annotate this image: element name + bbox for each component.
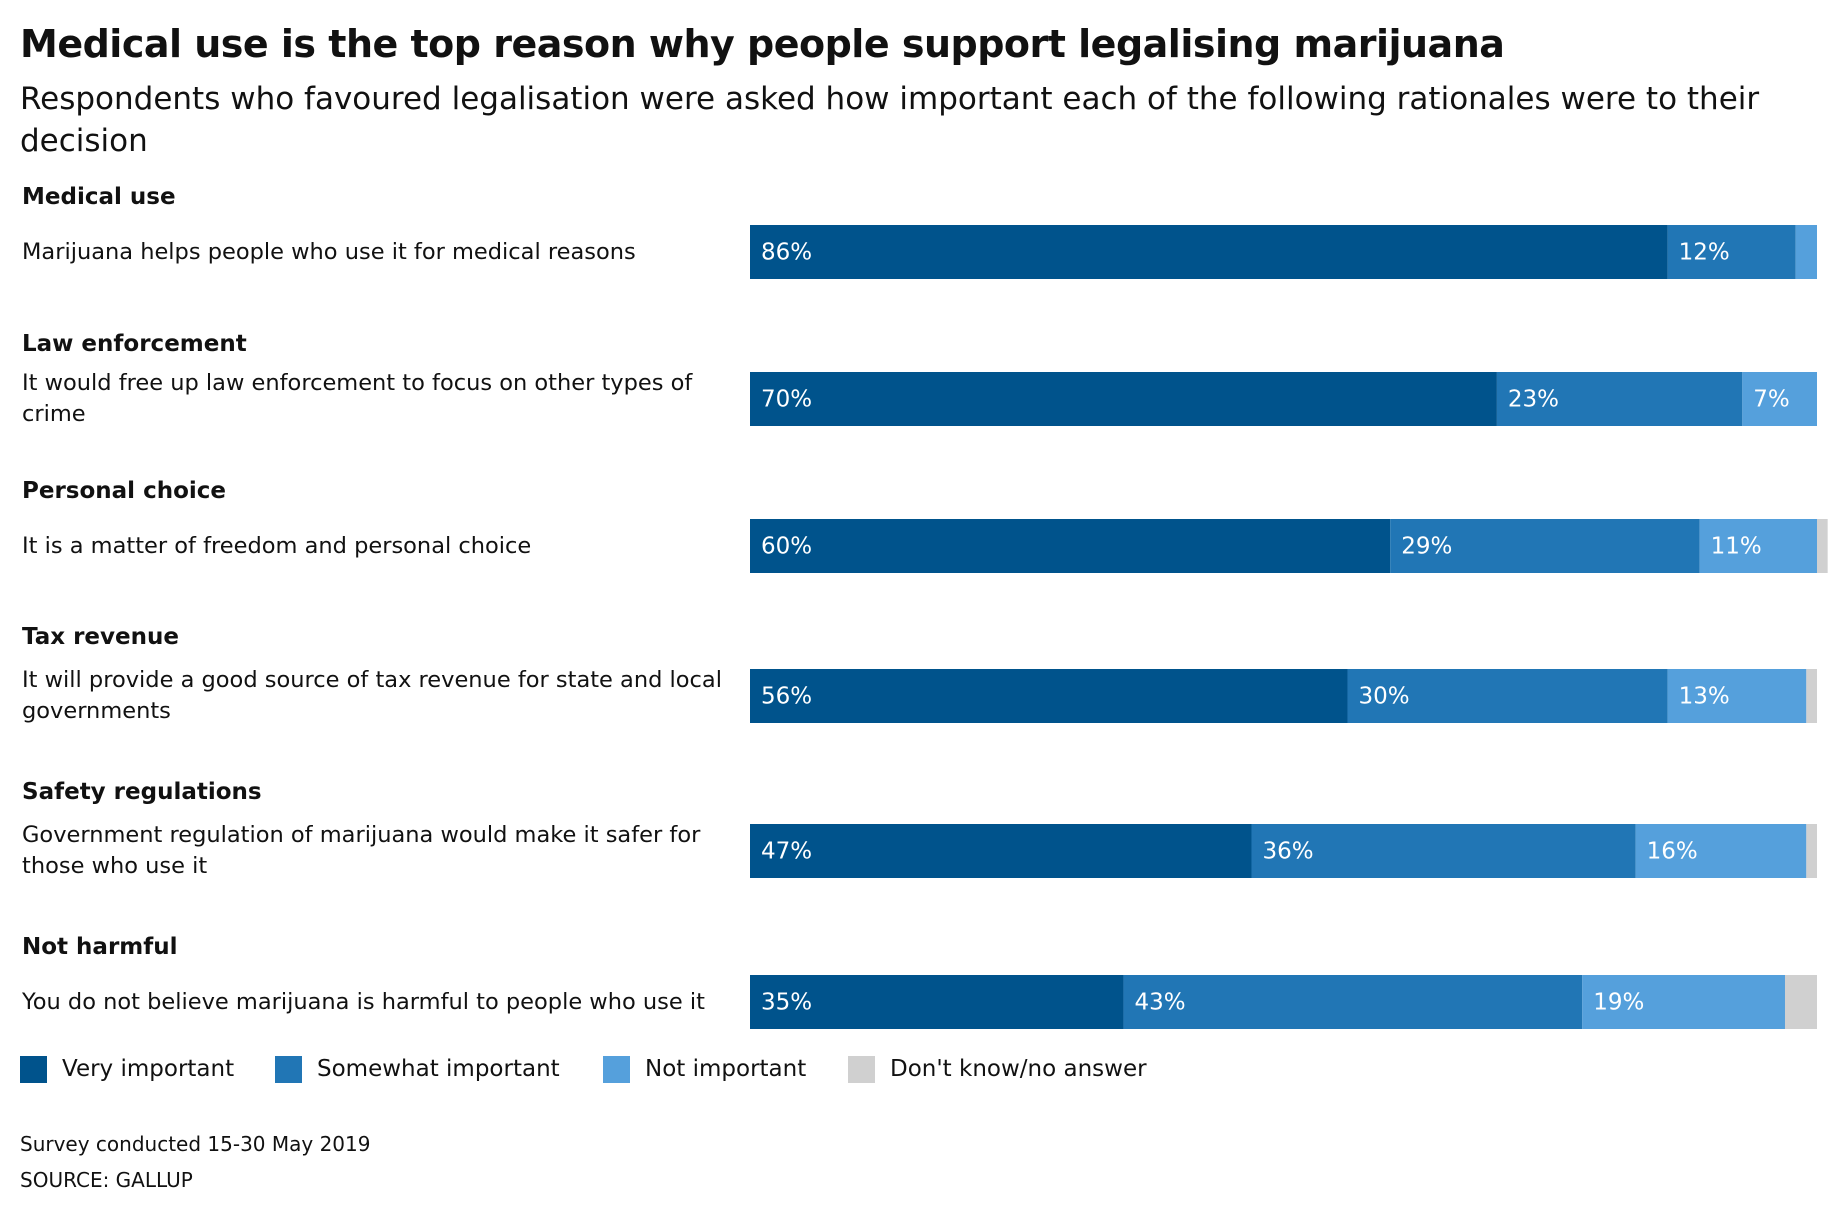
bar-segment [1123,975,1583,1029]
bar-segment [750,824,1252,878]
bar-segment [1347,669,1668,723]
value-label: 13% [1679,684,1730,710]
value-label: 29% [1401,534,1452,560]
category-label: It would free up law enforcement to focu… [22,370,693,427]
value-label: 19% [1593,990,1644,1016]
value-label: 43% [1134,990,1185,1016]
group-label: Safety regulations [22,779,262,805]
chart-subtitle: Respondents who favoured legalisation we… [20,81,1760,159]
bar-segment [1795,225,1817,279]
group-label: Law enforcement [22,331,247,357]
bar-segment [750,669,1348,723]
bar-segment [1667,225,1796,279]
value-label: 70% [761,387,812,413]
legend-label: Somewhat important [317,1056,560,1082]
bar-segment [750,372,1497,426]
group-label: Personal choice [22,478,227,504]
bar-segment [1742,372,1817,426]
value-label: 60% [761,534,812,560]
bar-segment [1390,519,1700,573]
value-label: 30% [1359,684,1410,710]
bar-segment [1635,824,1807,878]
group-label: Medical use [22,184,176,210]
bar-segment [1667,669,1807,723]
value-label: 35% [761,990,812,1016]
bar-segment [750,519,1391,573]
value-label: 86% [761,240,812,266]
bar-segment [1784,975,1817,1029]
group-label: Not harmful [22,934,178,960]
source: SOURCE: GALLUP [20,1168,193,1192]
value-label: 23% [1508,387,1559,413]
bar-segment [1496,372,1743,426]
bar-segment [750,975,1124,1029]
value-label: 36% [1262,839,1313,865]
category-label: Government regulation of marijuana would… [22,822,701,879]
legend-swatch [20,1056,47,1083]
legend-swatch [603,1056,630,1083]
value-label: 7% [1753,387,1790,413]
category-label: It is a matter of freedom and personal c… [22,532,532,559]
category-label: You do not believe marijuana is harmful … [22,988,705,1015]
chart-title: Medical use is the top reason why people… [20,22,1505,66]
category-label: Marijuana helps people who use it for me… [22,238,636,265]
value-label: 11% [1711,534,1762,560]
legend-swatch [848,1056,875,1083]
value-label: 47% [761,839,812,865]
bar-segment [750,225,1668,279]
category-label: It will provide a good source of tax rev… [22,667,722,724]
value-label: 56% [761,684,812,710]
bar-segment [1251,824,1636,878]
legend-label: Not important [645,1056,807,1082]
bar-segment [1806,824,1817,878]
bar-segment [1699,519,1817,573]
bar-segment [1806,669,1817,723]
group-label: Tax revenue [22,624,179,650]
bar-segment [1582,975,1785,1029]
value-label: 16% [1647,839,1698,865]
value-label: 12% [1679,240,1730,266]
legend-label: Very important [62,1056,235,1082]
legend-swatch [275,1056,302,1083]
note: Survey conducted 15-30 May 2019 [20,1132,371,1156]
bar-segment [1817,519,1828,573]
legend-label: Don't know/no answer [890,1056,1147,1082]
